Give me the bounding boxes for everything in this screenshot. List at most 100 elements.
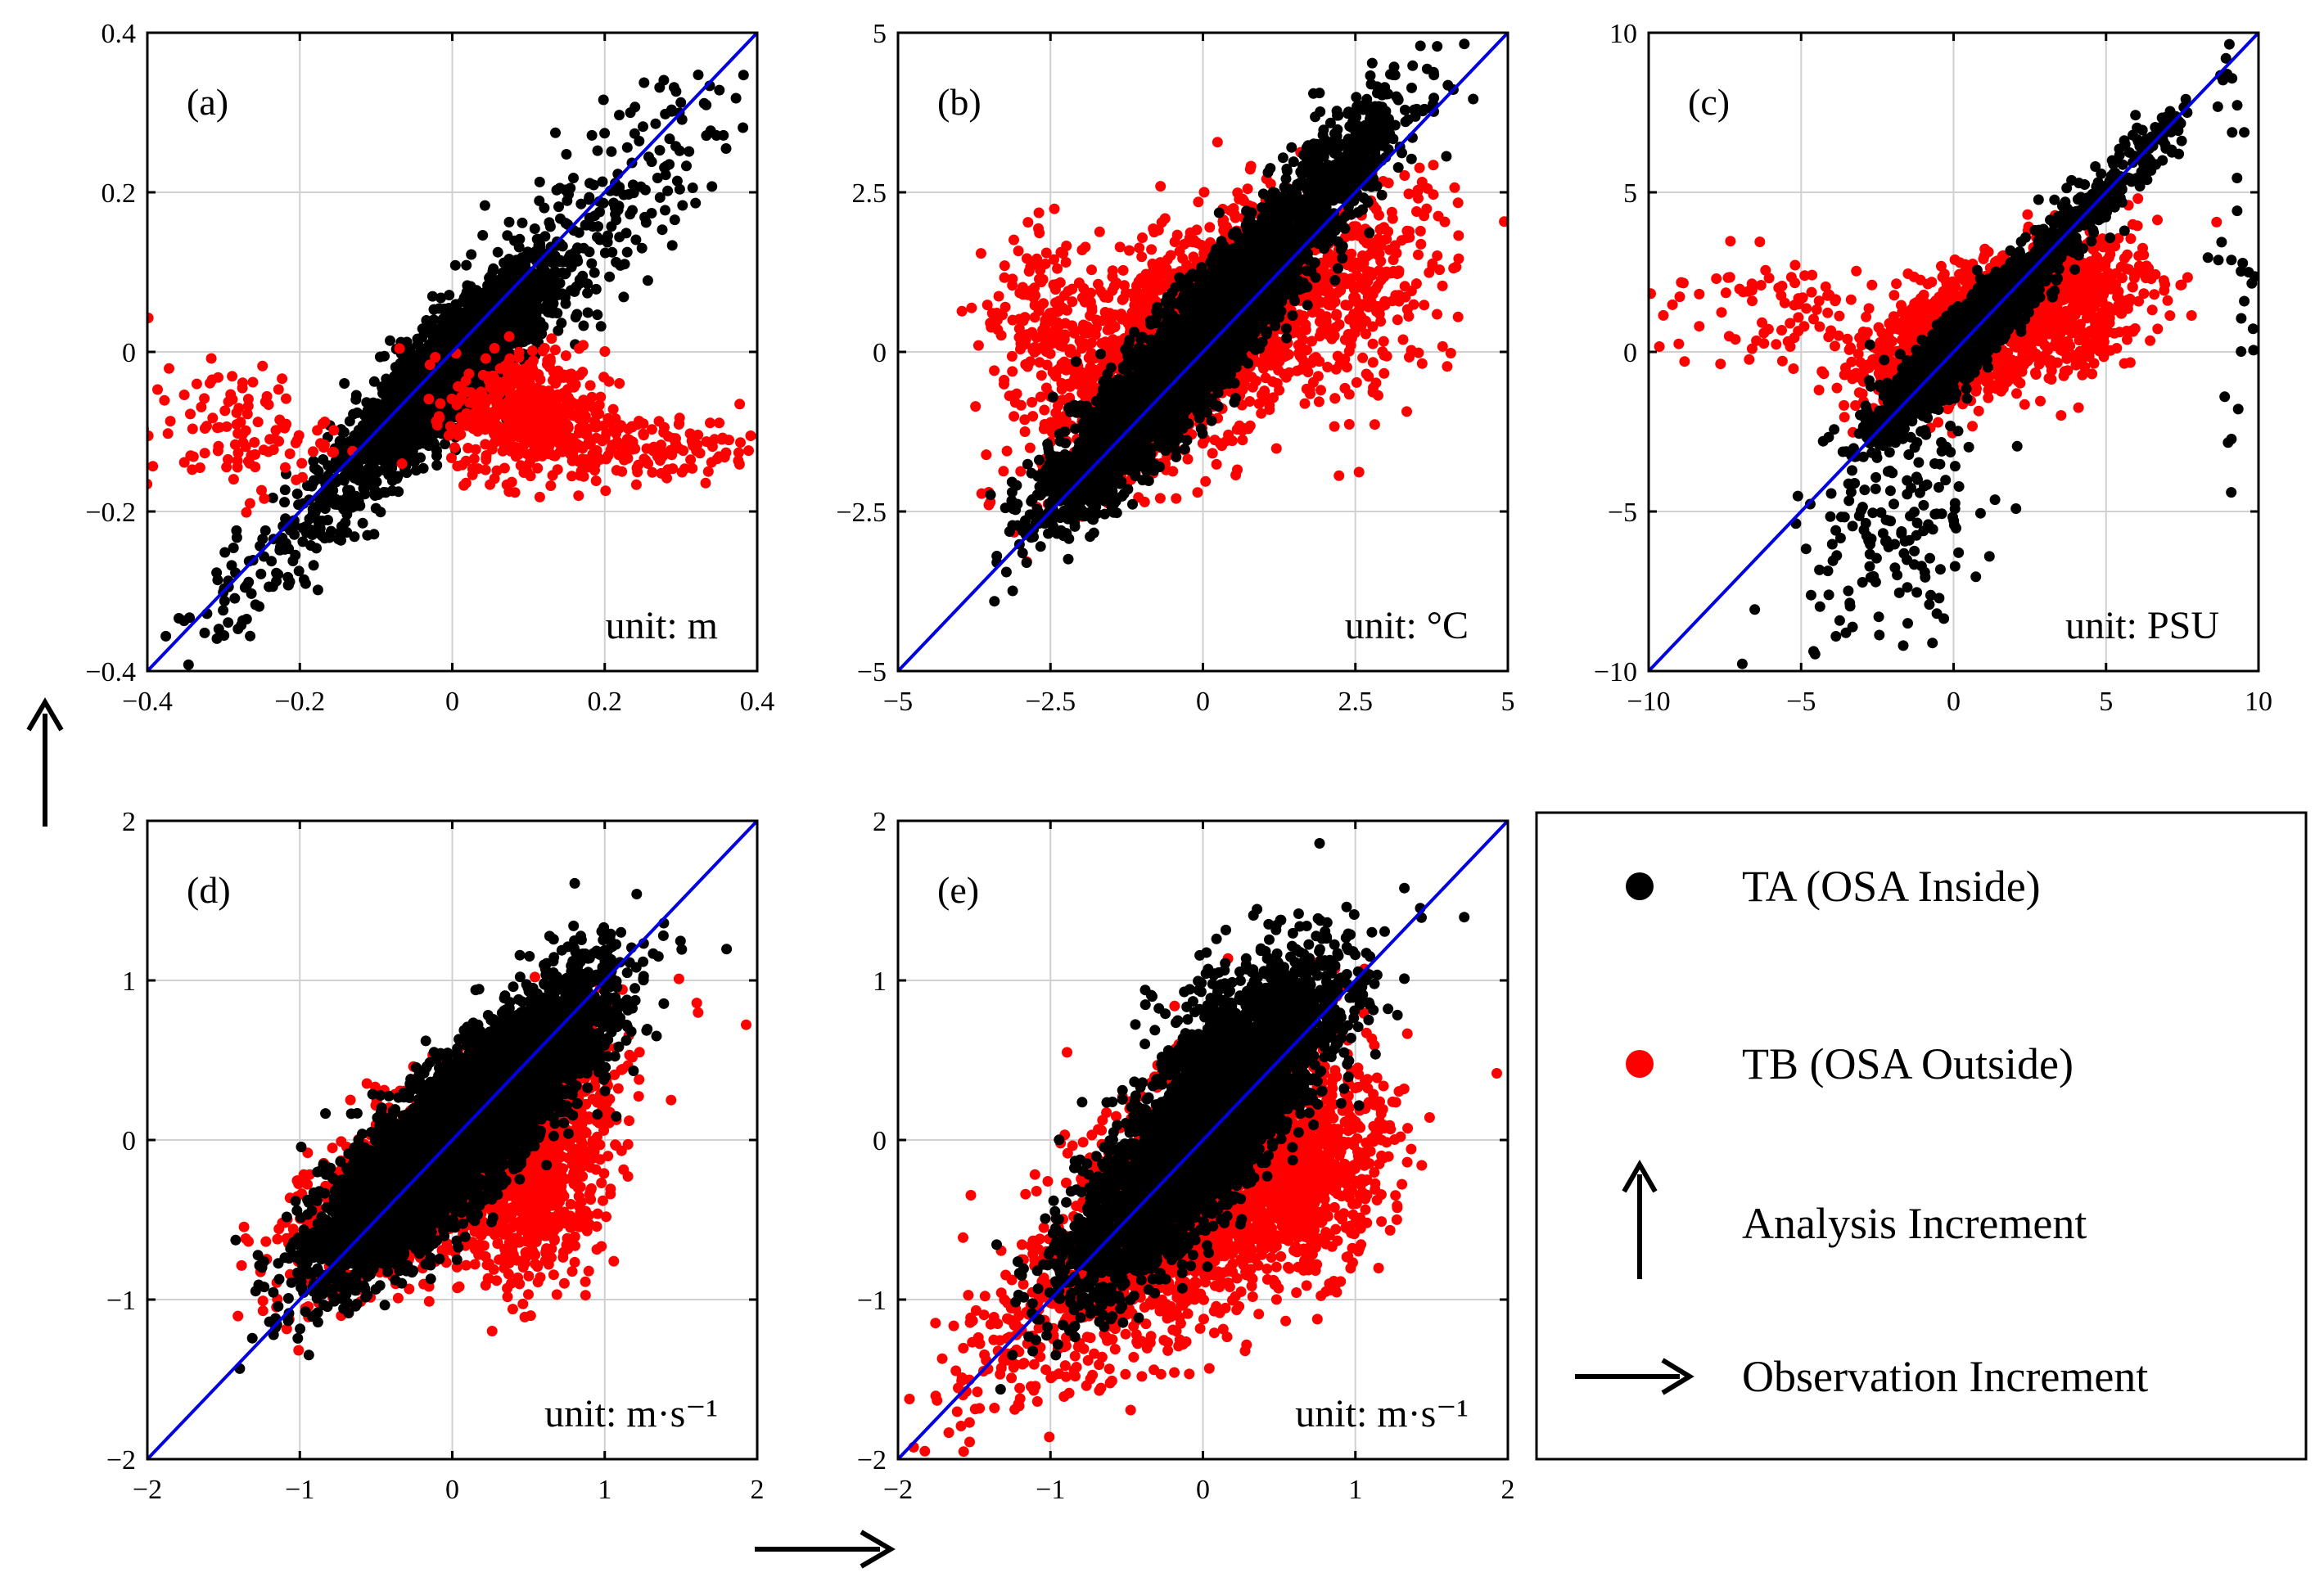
y-tick-label: −0.4 bbox=[85, 657, 136, 687]
scatter-point bbox=[499, 462, 510, 474]
scatter-point bbox=[410, 426, 422, 438]
scatter-point bbox=[734, 399, 746, 410]
scatter-point bbox=[187, 423, 198, 435]
scatter-point bbox=[463, 368, 475, 380]
scatter-point bbox=[582, 287, 593, 299]
scatter-point bbox=[316, 474, 327, 484]
scatter-point bbox=[701, 130, 712, 142]
scatter-point bbox=[604, 271, 616, 282]
scatter-point bbox=[323, 515, 333, 525]
scatter-point bbox=[607, 246, 618, 258]
scatter-point bbox=[250, 448, 261, 460]
scatter-point bbox=[518, 322, 530, 334]
scatter-point bbox=[178, 390, 190, 400]
scatter-point bbox=[308, 446, 318, 457]
scatter-point bbox=[437, 378, 449, 390]
scatter-point bbox=[426, 404, 437, 416]
scatter-point bbox=[336, 520, 347, 532]
scatter-point bbox=[621, 246, 633, 258]
scatter-point bbox=[668, 82, 679, 93]
scatter-point bbox=[677, 200, 688, 211]
scatter-point bbox=[423, 394, 435, 405]
scatter-point bbox=[263, 446, 274, 457]
scatter-point bbox=[279, 497, 291, 508]
scatter-point bbox=[429, 439, 440, 450]
scatter-point bbox=[237, 382, 248, 394]
scatter-point bbox=[600, 485, 611, 497]
scatter-point bbox=[638, 428, 649, 439]
scatter-point bbox=[563, 408, 575, 419]
scatter-point bbox=[664, 159, 675, 170]
y-tick-label: 0 bbox=[122, 338, 136, 368]
scatter-point bbox=[1167, 466, 1179, 477]
scatter-point bbox=[590, 283, 602, 295]
scatter-point bbox=[390, 382, 401, 393]
scatter-point bbox=[535, 238, 546, 250]
scatter-point bbox=[256, 484, 267, 496]
scatter-point bbox=[610, 413, 621, 425]
scatter-point bbox=[571, 309, 583, 320]
scatter-point bbox=[191, 378, 202, 390]
scatter-point bbox=[322, 491, 332, 502]
scatter-point bbox=[297, 471, 308, 483]
scatter-point bbox=[502, 367, 513, 379]
scatter-point bbox=[589, 267, 600, 278]
scatter-point bbox=[599, 346, 611, 357]
scatter-point bbox=[213, 440, 224, 452]
scatter-point bbox=[228, 474, 239, 485]
scatter-point bbox=[662, 464, 674, 475]
scatter-point bbox=[164, 363, 174, 374]
scatter-point bbox=[584, 246, 595, 258]
scatter-point bbox=[165, 416, 176, 427]
scatter-point bbox=[444, 290, 455, 301]
scatter-point bbox=[257, 360, 269, 372]
scatter-point bbox=[706, 457, 717, 468]
scatter-point bbox=[584, 194, 594, 205]
scatter-point bbox=[573, 412, 584, 424]
scatter-point bbox=[332, 499, 343, 510]
scatter-point bbox=[417, 323, 428, 335]
scatter-point bbox=[421, 384, 431, 395]
scatter-point bbox=[267, 492, 278, 503]
scatter-point bbox=[584, 380, 596, 391]
scatter-point bbox=[252, 417, 264, 428]
scatter-point bbox=[417, 462, 429, 474]
scatter-point bbox=[307, 503, 318, 515]
scatter-point bbox=[595, 321, 607, 332]
scatter-point bbox=[570, 379, 581, 390]
scatter-point bbox=[370, 464, 381, 475]
scatter-point bbox=[592, 232, 602, 243]
scatter-point bbox=[738, 122, 749, 133]
scatter-point bbox=[587, 448, 598, 460]
scatter-point bbox=[319, 503, 331, 514]
scatter-point bbox=[280, 462, 291, 473]
scatter-point bbox=[563, 189, 574, 201]
scatter-point bbox=[355, 454, 367, 466]
scatter-point bbox=[554, 182, 566, 194]
scatter-point bbox=[615, 259, 626, 271]
scatter-point bbox=[289, 529, 300, 540]
scatter-point bbox=[242, 394, 254, 405]
scatter-point bbox=[541, 300, 553, 311]
scatter-point bbox=[407, 445, 418, 457]
scatter-point bbox=[205, 353, 217, 364]
scatter-point bbox=[491, 399, 503, 410]
scatter-point bbox=[608, 197, 620, 209]
scatter-point bbox=[232, 455, 243, 466]
scatter-point bbox=[573, 490, 584, 502]
scatter-point bbox=[152, 384, 163, 395]
scatter-point bbox=[687, 437, 698, 448]
scatter-point bbox=[687, 462, 698, 474]
scatter-point bbox=[547, 470, 558, 481]
scatter-point bbox=[328, 447, 340, 457]
scatter-point bbox=[646, 424, 657, 435]
scatter-point bbox=[344, 416, 355, 427]
scatter-point bbox=[552, 308, 563, 319]
x-tick-label: −0.2 bbox=[274, 687, 325, 717]
scatter-point bbox=[489, 390, 499, 400]
scatter-point bbox=[369, 485, 381, 496]
y-tick-label: 0.4 bbox=[102, 19, 137, 49]
scatter-point bbox=[1244, 396, 1256, 407]
scatter-point bbox=[436, 316, 448, 327]
scatter-point bbox=[353, 425, 364, 436]
